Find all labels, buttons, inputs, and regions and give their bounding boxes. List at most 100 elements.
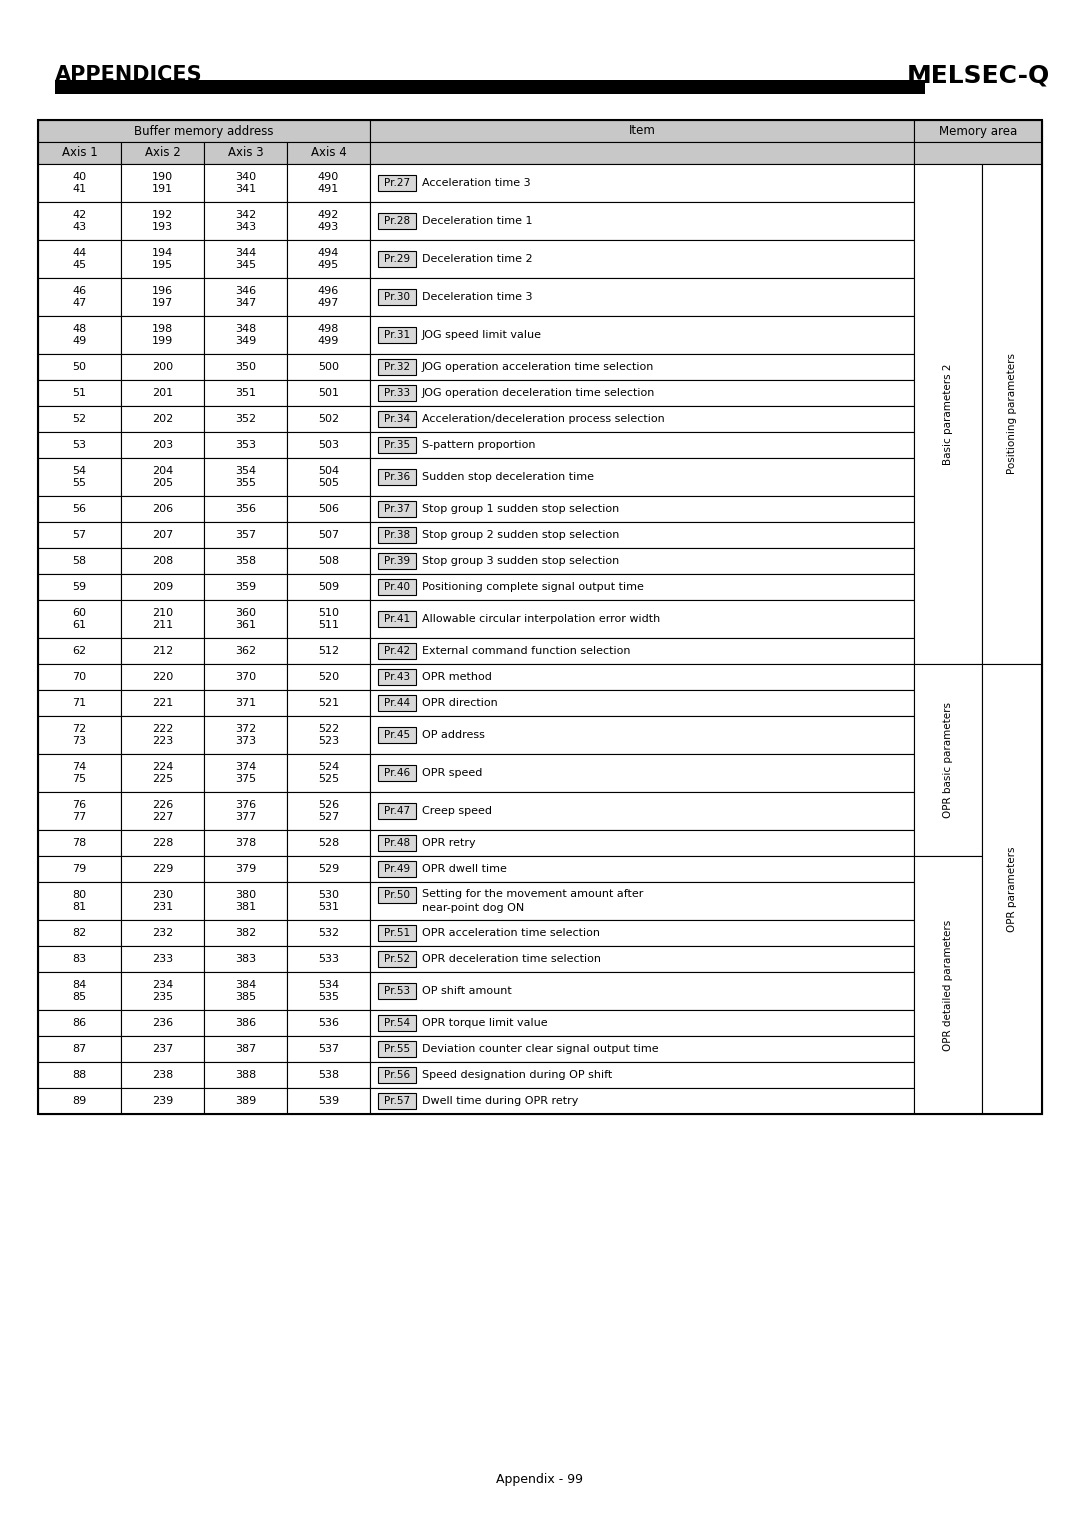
Bar xyxy=(121,1010,204,1036)
Bar xyxy=(378,611,416,626)
Bar xyxy=(38,1036,121,1062)
Text: 356: 356 xyxy=(235,504,256,513)
Bar xyxy=(378,695,416,711)
Text: 226
227: 226 227 xyxy=(152,801,173,822)
Text: Pr.35: Pr.35 xyxy=(383,440,410,451)
Bar xyxy=(121,601,204,639)
Bar xyxy=(121,202,204,240)
Bar xyxy=(378,359,416,374)
Bar xyxy=(38,497,121,523)
Text: 53: 53 xyxy=(72,440,86,451)
Text: OPR basic parameters: OPR basic parameters xyxy=(943,701,953,817)
Text: Stop group 3 sudden stop selection: Stop group 3 sudden stop selection xyxy=(422,556,619,565)
Text: 220: 220 xyxy=(152,672,173,681)
Text: 232: 232 xyxy=(152,927,173,938)
Bar xyxy=(370,920,914,946)
Text: 202: 202 xyxy=(152,414,173,423)
Text: 207: 207 xyxy=(152,530,173,539)
Bar xyxy=(370,142,914,163)
Bar xyxy=(204,1088,287,1114)
Text: Positioning parameters: Positioning parameters xyxy=(1007,353,1017,475)
Bar xyxy=(38,946,121,972)
Text: OPR acceleration time selection: OPR acceleration time selection xyxy=(422,927,600,938)
Text: 196
197: 196 197 xyxy=(152,286,173,307)
Bar xyxy=(204,601,287,639)
Text: 228: 228 xyxy=(152,837,173,848)
Text: Dwell time during OPR retry: Dwell time during OPR retry xyxy=(422,1096,579,1106)
Bar xyxy=(370,549,914,575)
Bar xyxy=(370,1036,914,1062)
Text: 78: 78 xyxy=(72,837,86,848)
Text: 57: 57 xyxy=(72,530,86,539)
Bar xyxy=(38,202,121,240)
Bar xyxy=(38,458,121,497)
Text: Pr.37: Pr.37 xyxy=(383,504,410,513)
Text: Pr.50: Pr.50 xyxy=(384,889,410,900)
Text: 59: 59 xyxy=(72,582,86,591)
Text: 510
511: 510 511 xyxy=(318,608,339,630)
Bar xyxy=(378,924,416,941)
Text: OP address: OP address xyxy=(422,730,485,740)
Text: 372
373: 372 373 xyxy=(234,724,256,746)
Bar xyxy=(370,691,914,717)
Bar xyxy=(287,1010,370,1036)
Text: 508: 508 xyxy=(318,556,339,565)
Text: 348
349: 348 349 xyxy=(234,324,256,345)
Bar xyxy=(121,792,204,830)
Text: 370: 370 xyxy=(235,672,256,681)
Text: Pr.49: Pr.49 xyxy=(383,863,410,874)
Bar xyxy=(121,549,204,575)
Bar xyxy=(204,575,287,601)
Text: 530
531: 530 531 xyxy=(318,891,339,912)
Bar xyxy=(121,665,204,691)
Text: 360
361: 360 361 xyxy=(235,608,256,630)
Bar xyxy=(204,717,287,753)
Text: 72
73: 72 73 xyxy=(72,724,86,746)
Bar xyxy=(287,1062,370,1088)
Bar xyxy=(204,523,287,549)
Bar xyxy=(121,882,204,920)
Bar xyxy=(378,553,416,568)
Bar xyxy=(370,972,914,1010)
Bar xyxy=(287,920,370,946)
Text: Pr.56: Pr.56 xyxy=(383,1070,410,1080)
Text: Deceleration time 3: Deceleration time 3 xyxy=(422,292,532,303)
Text: Pr.43: Pr.43 xyxy=(383,672,410,681)
Text: Pr.30: Pr.30 xyxy=(384,292,410,303)
Text: 532: 532 xyxy=(318,927,339,938)
Text: Axis 3: Axis 3 xyxy=(228,147,264,159)
Text: 50: 50 xyxy=(72,362,86,371)
Text: 528: 528 xyxy=(318,837,339,848)
Text: Pr.53: Pr.53 xyxy=(383,986,410,996)
Text: 384
385: 384 385 xyxy=(234,979,256,1002)
Text: OP shift amount: OP shift amount xyxy=(422,986,512,996)
Text: 190
191: 190 191 xyxy=(152,173,173,194)
Text: 54
55: 54 55 xyxy=(72,466,86,487)
Bar xyxy=(914,163,982,665)
Bar xyxy=(204,278,287,316)
Bar xyxy=(378,669,416,685)
Text: Acceleration time 3: Acceleration time 3 xyxy=(422,177,530,188)
Bar xyxy=(370,792,914,830)
Bar xyxy=(370,316,914,354)
Text: OPR parameters: OPR parameters xyxy=(1007,847,1017,932)
Text: OPR method: OPR method xyxy=(422,672,491,681)
Bar xyxy=(121,856,204,882)
Bar xyxy=(204,753,287,792)
Bar xyxy=(914,121,1042,142)
Text: Memory area: Memory area xyxy=(939,124,1017,138)
Bar xyxy=(38,830,121,856)
Bar xyxy=(378,579,416,594)
Bar xyxy=(370,458,914,497)
Text: 509: 509 xyxy=(318,582,339,591)
Bar xyxy=(121,497,204,523)
Text: 378: 378 xyxy=(234,837,256,848)
Bar xyxy=(38,121,1042,1114)
Bar xyxy=(204,1036,287,1062)
Bar xyxy=(121,406,204,432)
Bar xyxy=(38,549,121,575)
Bar xyxy=(378,1067,416,1083)
Text: 233: 233 xyxy=(152,953,173,964)
Bar xyxy=(287,792,370,830)
Text: 382: 382 xyxy=(234,927,256,938)
